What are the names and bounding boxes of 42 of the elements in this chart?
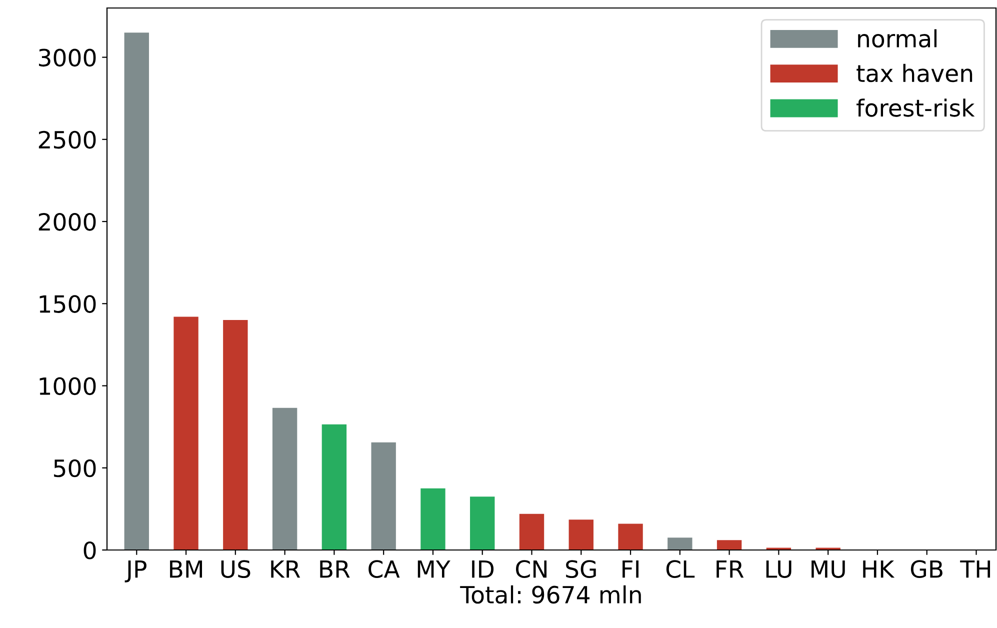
y-tick-label: 500	[54, 459, 96, 478]
bar	[272, 408, 298, 550]
x-tick-label: JP	[124, 560, 146, 582]
bar	[223, 320, 248, 550]
y-tick-label: 2000	[38, 212, 96, 231]
bar	[470, 496, 495, 550]
x-tick-label: US	[221, 560, 250, 578]
bar	[124, 32, 149, 550]
x-tick-label: MY	[418, 560, 450, 578]
bar	[519, 514, 544, 550]
bar	[668, 538, 692, 550]
x-tick-label: ID	[472, 560, 494, 578]
x-tick-label: LU	[766, 560, 792, 578]
x-tick-label: BR	[320, 560, 350, 578]
legend-label: forest-risk	[856, 98, 975, 117]
x-tick-label: BM	[170, 560, 202, 578]
bar	[322, 424, 347, 550]
x-tick-label: CL	[666, 560, 695, 578]
x-tick-label: SG	[566, 560, 596, 578]
bar	[618, 524, 643, 550]
y-tick-label: 1000	[40, 377, 96, 396]
x-tick-label: CN	[516, 560, 546, 578]
bar	[716, 540, 742, 550]
bar	[371, 442, 396, 550]
x-tick-label: TH	[960, 560, 990, 578]
bar	[568, 520, 594, 550]
bar	[174, 316, 198, 550]
x-tick-label: HK	[863, 560, 895, 578]
x-tick-label: MU	[812, 560, 845, 578]
y-tick-label: 1500	[40, 295, 96, 313]
y-tick-label: 2500	[38, 130, 96, 149]
legend-label: normal	[858, 29, 936, 48]
x-tick-label: KR	[271, 560, 300, 578]
y-tick-label: 0	[84, 541, 96, 560]
bar	[420, 488, 446, 550]
legend-label: tax haven	[856, 64, 972, 82]
y-tick-label: 3000	[38, 48, 96, 67]
x-tick-label: GB	[910, 560, 942, 578]
x-tick-label: CA	[368, 560, 400, 578]
x-tick-label: FI	[622, 560, 638, 578]
x-axis-title: Total: 9674 mln	[460, 585, 641, 604]
x-tick-label: FR	[716, 560, 744, 578]
